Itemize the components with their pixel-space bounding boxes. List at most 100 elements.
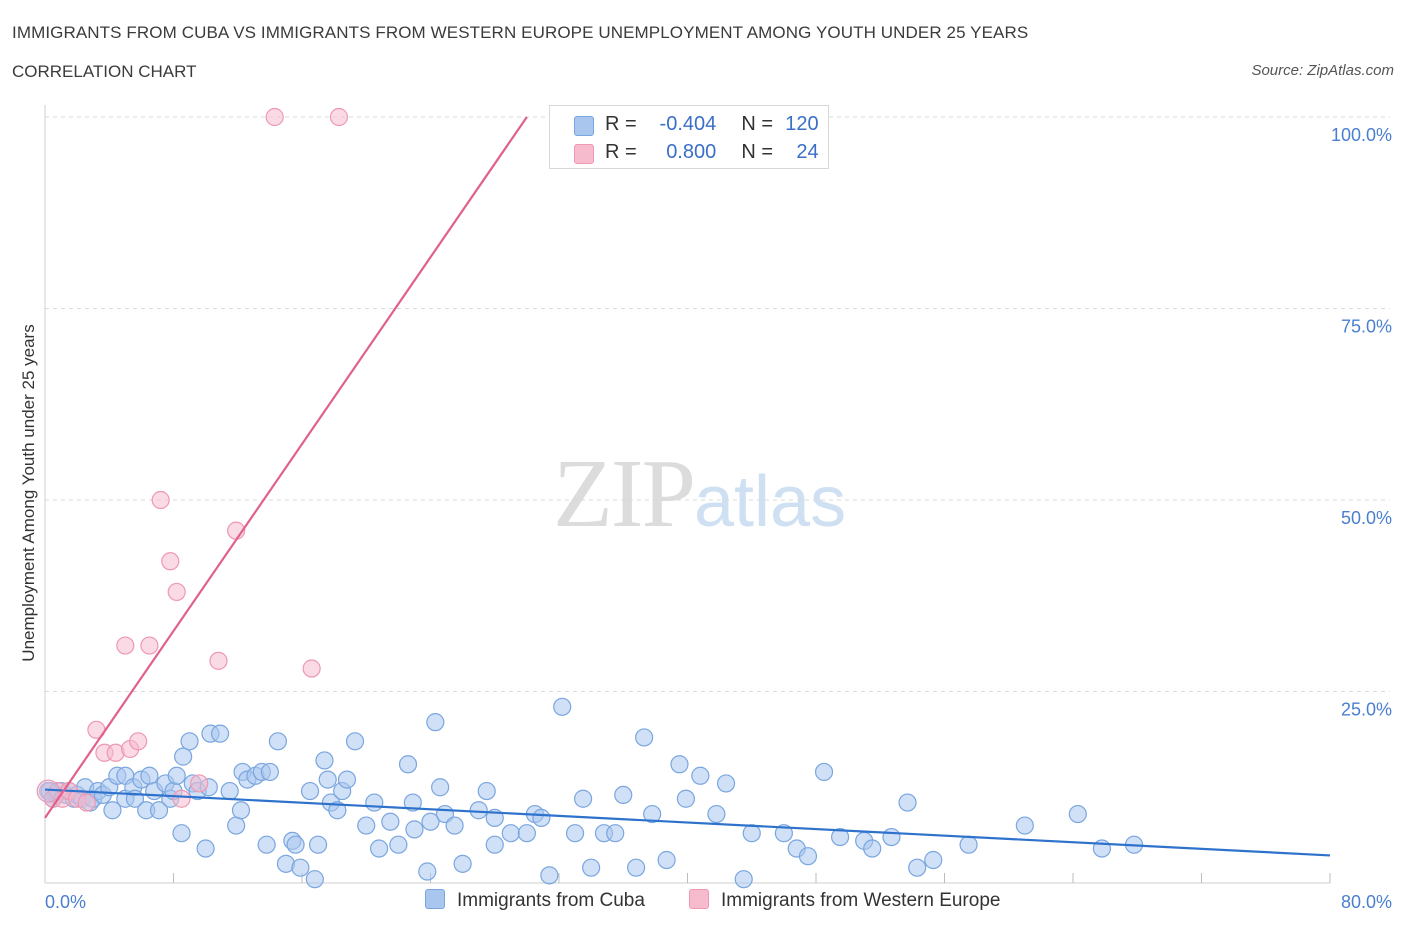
watermark: ZIPatlas: [553, 438, 846, 550]
cuba-point: [734, 870, 753, 889]
cuba-point: [582, 858, 601, 877]
legend-n-label: N =: [741, 113, 774, 135]
cuba-point: [426, 713, 445, 732]
grid-lines: [45, 116, 1390, 692]
cuba-point: [716, 774, 736, 793]
cuba-point: [286, 835, 305, 854]
cuba-point: [260, 762, 279, 782]
cuba-point: [305, 870, 324, 889]
trend-lines: [44, 116, 1331, 857]
cuba-point: [814, 762, 834, 782]
cuba-point: [670, 755, 689, 774]
western-europe-point: [329, 107, 349, 127]
cuba-point: [418, 862, 437, 881]
cuba-point: [315, 751, 334, 770]
x-tick-label: 0.0%: [45, 892, 86, 912]
cuba-point: [477, 781, 496, 801]
cuba-point: [318, 770, 337, 789]
cuba-point: [337, 770, 357, 789]
y-tick-label: 50.0%: [1341, 508, 1392, 528]
chart-source: Source: ZipAtlas.com: [1251, 62, 1394, 79]
chart-subtitle: CORRELATION CHART: [12, 62, 197, 81]
cuba-point: [370, 839, 389, 858]
western-europe-point: [129, 732, 148, 751]
cuba-point: [103, 801, 122, 820]
cuba-point: [227, 816, 246, 835]
legend-r-label: R =: [605, 113, 637, 135]
chart-title: IMMIGRANTS FROM CUBA VS IMMIGRANTS FROM …: [12, 23, 1029, 42]
cuba-point: [268, 732, 288, 751]
y-tick-label: 100.0%: [1331, 125, 1392, 145]
x-tick-label: 80.0%: [1341, 892, 1392, 912]
western-europe-point: [190, 774, 209, 793]
cuba-point: [626, 858, 646, 877]
cuba-point: [643, 804, 662, 824]
western-europe-point: [209, 651, 228, 670]
cuba-point: [445, 816, 464, 835]
cuba-point: [573, 789, 593, 808]
cuba-point: [606, 824, 625, 843]
cuba-point: [657, 850, 676, 870]
axis-labels: 25.0% 50.0% 75.0% 100.0% 0.0% 80.0% Unemployme…: [19, 125, 1392, 912]
western-europe-point: [116, 636, 135, 655]
y-axis-label: Unemployment Among Youth under 25 years: [19, 324, 38, 661]
cuba-point: [707, 804, 726, 824]
cuba-point: [389, 835, 408, 854]
cuba-point: [149, 801, 169, 820]
cuba-point: [676, 789, 695, 808]
cuba-point: [167, 766, 186, 785]
cuba-point: [140, 766, 159, 785]
bottom-legend-cuba: Immigrants from Cuba: [425, 889, 645, 912]
cuba-point: [830, 827, 850, 847]
cuba-point: [485, 835, 504, 854]
cuba-point: [882, 827, 901, 847]
cuba-point: [469, 801, 488, 820]
cuba-point: [300, 781, 320, 801]
cuba-point: [172, 824, 191, 843]
bottom-legend-label-western-europe: Immigrants from Western Europe: [721, 890, 1001, 911]
cuba-point: [501, 824, 520, 843]
western-europe-point: [140, 636, 159, 655]
cuba-point: [742, 824, 761, 843]
western-europe-point: [172, 789, 191, 808]
cuba-point: [863, 839, 882, 858]
cuba-point: [532, 808, 551, 827]
legend-swatch-cuba: [574, 116, 594, 136]
cuba-point: [257, 835, 276, 854]
cuba-point: [398, 755, 418, 774]
western-europe-point: [161, 552, 180, 571]
cuba-point: [517, 824, 536, 843]
western-europe-point: [265, 107, 284, 127]
cuba-point: [180, 732, 199, 751]
cuba-point: [431, 778, 450, 797]
cuba-point: [365, 793, 384, 812]
cuba-point: [540, 866, 559, 885]
cuba-point: [565, 824, 585, 843]
y-tick-label: 25.0%: [1341, 700, 1392, 720]
western-europe-trend-line: [44, 116, 528, 819]
cuba-point: [553, 697, 572, 716]
cuba-point: [405, 820, 424, 839]
legend-n-value: 120: [785, 113, 819, 135]
cuba-point: [291, 858, 310, 877]
legend-r-label: R =: [605, 141, 637, 163]
cuba-point: [220, 781, 239, 801]
cuba-point: [328, 801, 347, 820]
legend-swatch-western-europe: [574, 144, 594, 164]
cuba-point: [1015, 816, 1034, 835]
legend-r-value: -0.404: [659, 113, 717, 135]
watermark-zip: ZIP: [553, 440, 696, 548]
cuba-point: [774, 824, 793, 843]
cuba-point: [210, 724, 230, 743]
cuba-point: [453, 854, 472, 873]
cuba-point: [345, 732, 365, 751]
correlation-legend: R = -0.404 N = 120 R = 0.800 N = 24: [549, 105, 829, 169]
bottom-legend-label-cuba: Immigrants from Cuba: [457, 890, 645, 911]
cuba-point: [403, 793, 422, 812]
western-europe-point: [77, 793, 96, 812]
legend-n-value: 24: [796, 141, 819, 163]
cuba-point: [381, 812, 400, 831]
cuba-point: [614, 785, 633, 805]
cuba-point: [959, 835, 978, 854]
